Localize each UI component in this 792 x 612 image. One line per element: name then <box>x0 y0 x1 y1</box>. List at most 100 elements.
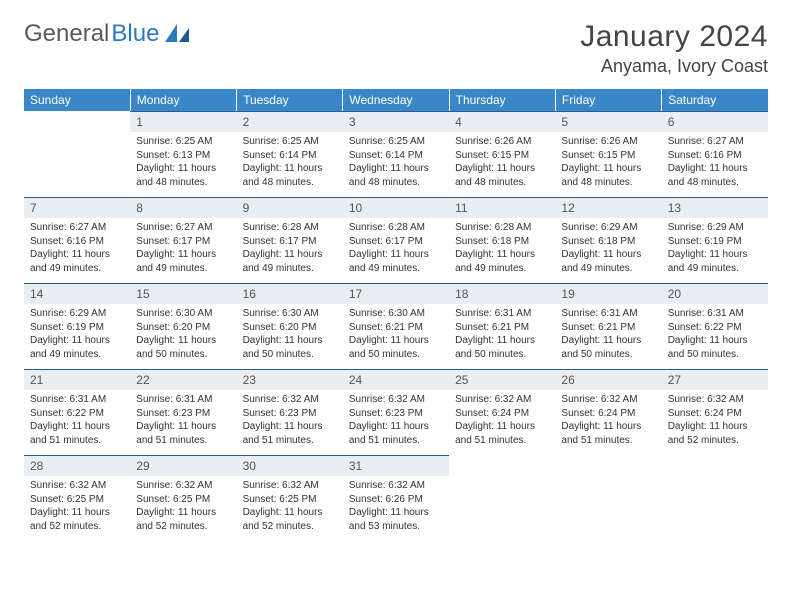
day-body: Sunrise: 6:32 AMSunset: 6:24 PMDaylight:… <box>662 390 768 451</box>
calendar-week-row: 28Sunrise: 6:32 AMSunset: 6:25 PMDayligh… <box>24 455 768 541</box>
calendar-day-cell: 3Sunrise: 6:25 AMSunset: 6:14 PMDaylight… <box>343 111 449 197</box>
sunset-text: Sunset: 6:17 PM <box>136 235 230 249</box>
daylight-text: Daylight: 11 hours and 51 minutes. <box>136 420 230 447</box>
calendar-day-cell: 20Sunrise: 6:31 AMSunset: 6:22 PMDayligh… <box>662 283 768 369</box>
day-body: Sunrise: 6:31 AMSunset: 6:22 PMDaylight:… <box>662 304 768 365</box>
daylight-text: Daylight: 11 hours and 53 minutes. <box>349 506 443 533</box>
calendar-day-cell: 6Sunrise: 6:27 AMSunset: 6:16 PMDaylight… <box>662 111 768 197</box>
calendar-day-cell: 10Sunrise: 6:28 AMSunset: 6:17 PMDayligh… <box>343 197 449 283</box>
sunset-text: Sunset: 6:24 PM <box>561 407 655 421</box>
day-body: Sunrise: 6:25 AMSunset: 6:14 PMDaylight:… <box>343 132 449 193</box>
weekday-header: Thursday <box>449 89 555 111</box>
day-number: 20 <box>662 283 768 304</box>
daylight-text: Daylight: 11 hours and 51 minutes. <box>455 420 549 447</box>
calendar-day-cell <box>662 455 768 541</box>
day-body: Sunrise: 6:29 AMSunset: 6:19 PMDaylight:… <box>662 218 768 279</box>
day-number: 8 <box>130 197 236 218</box>
logo-word2: Blue <box>111 20 159 48</box>
sunset-text: Sunset: 6:23 PM <box>243 407 337 421</box>
sunset-text: Sunset: 6:19 PM <box>30 321 124 335</box>
weekday-header: Friday <box>555 89 661 111</box>
day-number: 7 <box>24 197 130 218</box>
day-body: Sunrise: 6:26 AMSunset: 6:15 PMDaylight:… <box>555 132 661 193</box>
day-number: 3 <box>343 111 449 132</box>
day-body: Sunrise: 6:32 AMSunset: 6:25 PMDaylight:… <box>24 476 130 537</box>
calendar-day-cell <box>449 455 555 541</box>
sunset-text: Sunset: 6:14 PM <box>349 149 443 163</box>
day-body: Sunrise: 6:29 AMSunset: 6:18 PMDaylight:… <box>555 218 661 279</box>
calendar-day-cell: 17Sunrise: 6:30 AMSunset: 6:21 PMDayligh… <box>343 283 449 369</box>
day-body: Sunrise: 6:30 AMSunset: 6:21 PMDaylight:… <box>343 304 449 365</box>
day-body: Sunrise: 6:28 AMSunset: 6:17 PMDaylight:… <box>343 218 449 279</box>
sunset-text: Sunset: 6:26 PM <box>349 493 443 507</box>
daylight-text: Daylight: 11 hours and 51 minutes. <box>349 420 443 447</box>
calendar-day-cell: 1Sunrise: 6:25 AMSunset: 6:13 PMDaylight… <box>130 111 236 197</box>
calendar-day-cell: 4Sunrise: 6:26 AMSunset: 6:15 PMDaylight… <box>449 111 555 197</box>
day-body: Sunrise: 6:29 AMSunset: 6:19 PMDaylight:… <box>24 304 130 365</box>
day-number: 4 <box>449 111 555 132</box>
daylight-text: Daylight: 11 hours and 51 minutes. <box>30 420 124 447</box>
sunrise-text: Sunrise: 6:26 AM <box>561 135 655 149</box>
daylight-text: Daylight: 11 hours and 50 minutes. <box>136 334 230 361</box>
calendar-day-cell <box>24 111 130 197</box>
sunrise-text: Sunrise: 6:25 AM <box>136 135 230 149</box>
day-body: Sunrise: 6:32 AMSunset: 6:26 PMDaylight:… <box>343 476 449 537</box>
weekday-header: Sunday <box>24 89 130 111</box>
sunset-text: Sunset: 6:16 PM <box>30 235 124 249</box>
day-number: 16 <box>237 283 343 304</box>
day-number: 22 <box>130 369 236 390</box>
sunrise-text: Sunrise: 6:32 AM <box>668 393 762 407</box>
daylight-text: Daylight: 11 hours and 52 minutes. <box>136 506 230 533</box>
daylight-text: Daylight: 11 hours and 49 minutes. <box>561 248 655 275</box>
sunset-text: Sunset: 6:21 PM <box>561 321 655 335</box>
day-number: 29 <box>130 455 236 476</box>
day-body: Sunrise: 6:32 AMSunset: 6:23 PMDaylight:… <box>237 390 343 451</box>
daylight-text: Daylight: 11 hours and 51 minutes. <box>561 420 655 447</box>
sunset-text: Sunset: 6:24 PM <box>668 407 762 421</box>
day-body: Sunrise: 6:26 AMSunset: 6:15 PMDaylight:… <box>449 132 555 193</box>
daylight-text: Daylight: 11 hours and 48 minutes. <box>349 162 443 189</box>
sunrise-text: Sunrise: 6:28 AM <box>455 221 549 235</box>
day-number: 2 <box>237 111 343 132</box>
day-number: 9 <box>237 197 343 218</box>
sunrise-text: Sunrise: 6:31 AM <box>668 307 762 321</box>
logo-word1: General <box>24 20 109 48</box>
calendar-day-cell: 7Sunrise: 6:27 AMSunset: 6:16 PMDaylight… <box>24 197 130 283</box>
calendar-day-cell: 28Sunrise: 6:32 AMSunset: 6:25 PMDayligh… <box>24 455 130 541</box>
daylight-text: Daylight: 11 hours and 48 minutes. <box>668 162 762 189</box>
day-body: Sunrise: 6:28 AMSunset: 6:17 PMDaylight:… <box>237 218 343 279</box>
sunset-text: Sunset: 6:16 PM <box>668 149 762 163</box>
calendar-day-cell: 22Sunrise: 6:31 AMSunset: 6:23 PMDayligh… <box>130 369 236 455</box>
sunrise-text: Sunrise: 6:25 AM <box>243 135 337 149</box>
sunrise-text: Sunrise: 6:31 AM <box>30 393 124 407</box>
sunrise-text: Sunrise: 6:29 AM <box>668 221 762 235</box>
day-body: Sunrise: 6:32 AMSunset: 6:25 PMDaylight:… <box>237 476 343 537</box>
calendar-day-cell: 26Sunrise: 6:32 AMSunset: 6:24 PMDayligh… <box>555 369 661 455</box>
sunrise-text: Sunrise: 6:29 AM <box>561 221 655 235</box>
day-number: 12 <box>555 197 661 218</box>
sunrise-text: Sunrise: 6:32 AM <box>455 393 549 407</box>
day-number: 13 <box>662 197 768 218</box>
sunset-text: Sunset: 6:18 PM <box>455 235 549 249</box>
sunrise-text: Sunrise: 6:25 AM <box>349 135 443 149</box>
day-number: 31 <box>343 455 449 476</box>
day-number: 10 <box>343 197 449 218</box>
day-body: Sunrise: 6:31 AMSunset: 6:21 PMDaylight:… <box>449 304 555 365</box>
sunset-text: Sunset: 6:23 PM <box>136 407 230 421</box>
calendar-day-cell: 24Sunrise: 6:32 AMSunset: 6:23 PMDayligh… <box>343 369 449 455</box>
calendar-day-cell: 14Sunrise: 6:29 AMSunset: 6:19 PMDayligh… <box>24 283 130 369</box>
day-number: 11 <box>449 197 555 218</box>
sunset-text: Sunset: 6:18 PM <box>561 235 655 249</box>
logo-sail-icon <box>165 24 191 44</box>
day-number: 25 <box>449 369 555 390</box>
day-body: Sunrise: 6:32 AMSunset: 6:24 PMDaylight:… <box>449 390 555 451</box>
sunrise-text: Sunrise: 6:30 AM <box>349 307 443 321</box>
day-number: 5 <box>555 111 661 132</box>
day-number: 28 <box>24 455 130 476</box>
sunrise-text: Sunrise: 6:32 AM <box>243 479 337 493</box>
sunset-text: Sunset: 6:22 PM <box>668 321 762 335</box>
sunset-text: Sunset: 6:25 PM <box>243 493 337 507</box>
sunset-text: Sunset: 6:17 PM <box>243 235 337 249</box>
sunset-text: Sunset: 6:21 PM <box>349 321 443 335</box>
sunrise-text: Sunrise: 6:27 AM <box>30 221 124 235</box>
